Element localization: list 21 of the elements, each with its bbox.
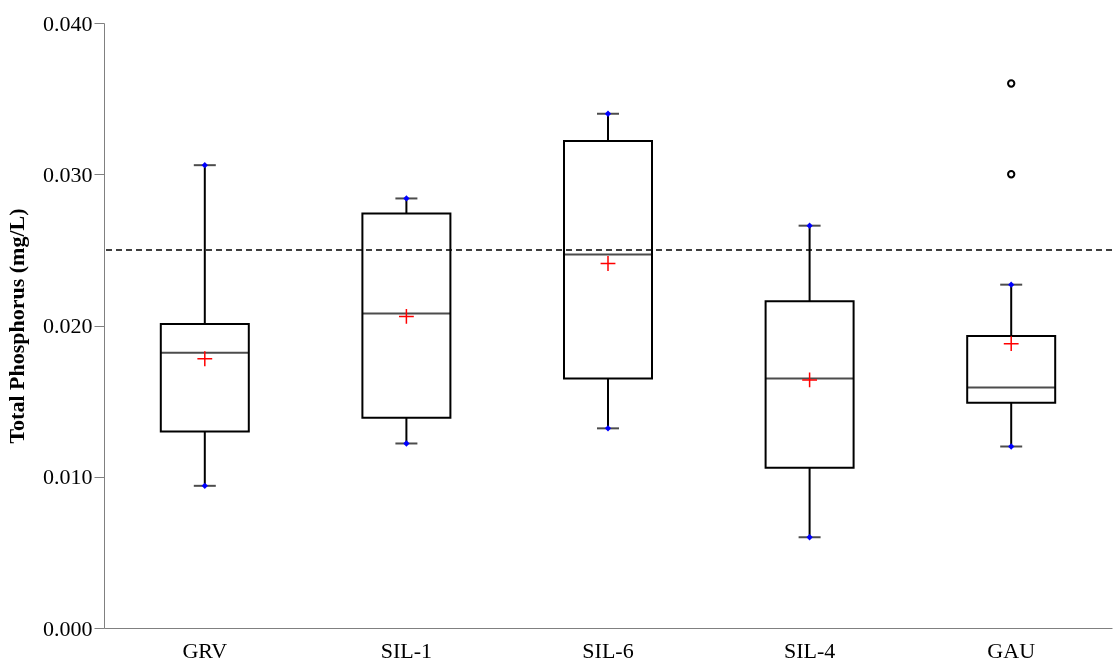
y-tick-label: 0.010: [43, 464, 93, 490]
x-tick-label: SIL-6: [582, 637, 634, 663]
y-tick-label: 0.040: [43, 10, 93, 36]
point: [604, 110, 612, 117]
x-tick-label: GAU: [987, 637, 1036, 663]
point: [1008, 281, 1015, 288]
point: [1008, 443, 1015, 450]
x-tick-label: SIL-4: [783, 637, 836, 663]
y-tick-label: 0.000: [43, 615, 93, 641]
point: [403, 440, 410, 447]
y-tick-label: 0.020: [43, 313, 93, 338]
point: [403, 195, 410, 202]
point: [604, 425, 612, 432]
point: [201, 162, 208, 169]
x-tick-label: SIL-1: [380, 637, 433, 663]
point: [806, 222, 813, 229]
y-tick-label: 0.030: [43, 161, 93, 187]
point: [806, 534, 813, 541]
point: [201, 482, 208, 489]
x-tick-label: GRV: [182, 637, 228, 663]
y-axis-title: Total Phosphorus (mg/L): [4, 208, 29, 444]
